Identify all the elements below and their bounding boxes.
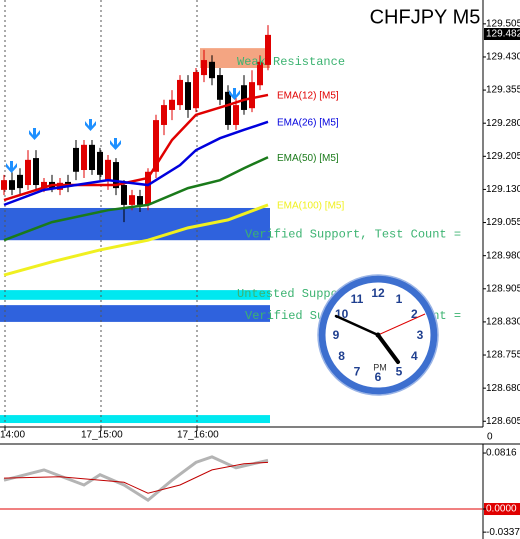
ema-line: [3, 156, 269, 242]
x-tick-label: 17_15:00: [81, 430, 123, 441]
second-hand: [377, 313, 426, 336]
candle-body: [129, 195, 135, 205]
y-tick-label: 129.130: [486, 184, 520, 195]
y-tick-label: 129.280: [486, 118, 520, 129]
candle-body: [193, 71, 199, 109]
osc-line: [3, 461, 269, 494]
osc-label: 0: [487, 432, 493, 443]
candle-body: [153, 120, 159, 172]
candle-body: [81, 144, 87, 171]
zone: [0, 305, 270, 322]
arrow: [29, 128, 40, 140]
candle-body: [73, 147, 79, 172]
candle-body: [217, 75, 223, 100]
ema-line: [3, 120, 269, 207]
candle-body: [233, 105, 239, 125]
candle-body: [1, 180, 7, 190]
candle-body: [209, 61, 215, 79]
y-tick-label: 129.205: [486, 151, 520, 162]
y-tick-label: 129.430: [486, 52, 520, 63]
y-tick-label: 128.980: [486, 250, 520, 261]
clock-period: PM: [373, 362, 387, 372]
candle-body: [25, 159, 31, 186]
clock-numeral: 6: [375, 370, 382, 384]
y-tick-label: 128.830: [486, 317, 520, 328]
clock-numeral: 11: [351, 292, 364, 306]
candle-body: [97, 151, 103, 175]
candle-body: [265, 34, 271, 65]
y-tick-label: 128.755: [486, 350, 520, 361]
price-tag: [484, 28, 520, 41]
candle-body: [113, 162, 119, 189]
candle-body: [169, 99, 175, 110]
ema-label: EMA(12) [M5]: [277, 91, 339, 102]
zone: [0, 290, 270, 300]
zone-label: Untested Support: [237, 287, 352, 301]
clock-numeral: 8: [338, 349, 345, 363]
candle-body: [257, 61, 263, 86]
ema-label: EMA(100) [M5]: [277, 201, 344, 212]
clock-numeral: 12: [371, 286, 385, 300]
y-tick-label: 128.905: [486, 283, 520, 294]
candle-body: [9, 180, 15, 190]
candle-body: [201, 60, 207, 76]
osc-line: [3, 455, 269, 502]
x-tick-label: 17_16:00: [177, 430, 219, 441]
clock-numeral: 1: [396, 292, 403, 306]
signal-arrows: [6, 88, 240, 173]
candle-body: [41, 181, 47, 189]
osc-tick-label: 0.0816: [486, 448, 517, 459]
clock-rim: [317, 274, 439, 396]
clock-numeral: 2: [411, 307, 418, 321]
candle-body: [185, 82, 191, 110]
candle-body: [177, 79, 183, 106]
y-tick-label: 128.680: [486, 383, 520, 394]
price-tag-label: 129.482: [486, 29, 520, 40]
main-plot: EMA(12) [M5] EMA(26) [M5] EMA(50) [M5] EMA(…: [0, 0, 461, 427]
clock-pin: [375, 332, 381, 338]
candle-body: [225, 91, 231, 125]
candle-body: [137, 196, 143, 205]
zone-label: Weak Resistance: [237, 55, 345, 69]
ema-label: EMA(26) [M5]: [277, 118, 339, 129]
osc-tick-label: 0.0000: [486, 504, 517, 515]
minute-hand: [334, 314, 380, 337]
clock-numeral: 9: [333, 328, 340, 342]
x-tick-label: 14:00: [0, 430, 25, 441]
zero-tag: [484, 503, 520, 516]
candle-body: [161, 105, 167, 125]
y-tick-label: 129.355: [486, 85, 520, 96]
candle-body: [105, 159, 111, 181]
candle-body: [17, 174, 23, 189]
arrow: [6, 161, 17, 173]
clock-numeral: 4: [411, 349, 418, 363]
candle-body: [249, 82, 255, 109]
zone: [0, 207, 270, 241]
clock-numeral: 7: [354, 365, 361, 379]
candle-body: [121, 185, 127, 205]
y-tick-label: 129.505: [486, 18, 520, 29]
zone-label: Verified Support, Test Count =: [245, 227, 461, 241]
candle-body: [145, 171, 151, 205]
arrow: [229, 88, 240, 100]
clock-numeral: 5: [396, 365, 403, 379]
arrow: [110, 138, 121, 150]
candle-body: [89, 144, 95, 171]
ema-label: EMA(50) [M5]: [277, 153, 339, 164]
zone: [0, 415, 270, 424]
candle-body: [241, 85, 247, 110]
clock-numeral: 3: [417, 328, 424, 342]
zone: [200, 48, 270, 69]
y-tick-label: 128.605: [486, 416, 520, 427]
candle-body: [33, 158, 39, 186]
oscillator: 0.0816 0.0000 -0.0337: [0, 448, 520, 538]
chart-title: CHFJPY M5: [370, 6, 481, 28]
arrow: [85, 119, 96, 131]
ema-line: [3, 203, 269, 277]
osc-tick-label: -0.0337: [486, 527, 520, 538]
y-tick-label: 129.055: [486, 217, 520, 228]
hour-hand: [376, 333, 400, 364]
